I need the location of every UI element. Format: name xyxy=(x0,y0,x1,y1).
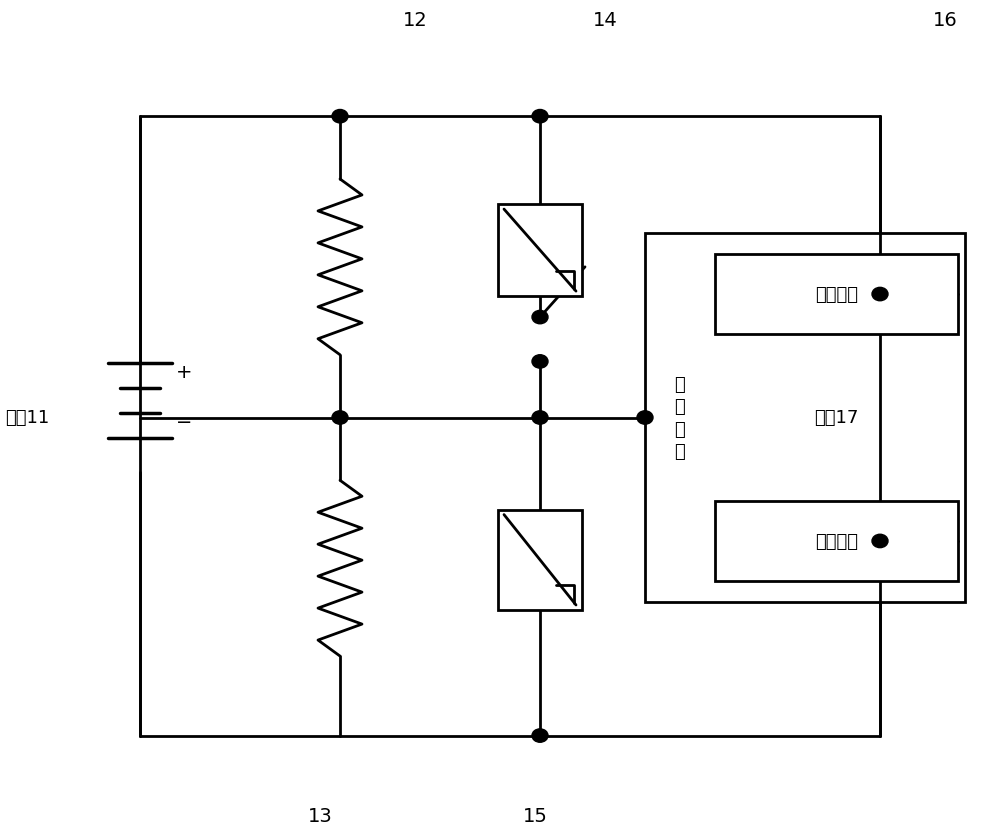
Text: 14: 14 xyxy=(593,12,617,30)
Bar xyxy=(715,255,958,334)
Bar xyxy=(498,205,582,297)
Text: 样件17: 样件17 xyxy=(814,409,859,427)
Bar xyxy=(715,502,958,581)
Text: 12: 12 xyxy=(403,12,427,30)
Text: −: − xyxy=(176,413,192,431)
Circle shape xyxy=(532,311,548,324)
Bar xyxy=(645,234,965,602)
Bar xyxy=(498,510,582,610)
Text: 供电正极: 供电正极 xyxy=(815,286,858,303)
Circle shape xyxy=(872,535,888,548)
Circle shape xyxy=(637,411,653,425)
Text: 供电负极: 供电负极 xyxy=(815,533,858,550)
Text: +: + xyxy=(176,363,193,381)
Text: 电源11: 电源11 xyxy=(5,409,49,427)
Text: 16: 16 xyxy=(933,12,957,30)
Text: 上
电
开
关: 上 电 开 关 xyxy=(675,375,685,461)
Circle shape xyxy=(332,110,348,124)
Circle shape xyxy=(532,729,548,742)
Circle shape xyxy=(532,355,548,369)
Circle shape xyxy=(872,288,888,302)
Circle shape xyxy=(332,411,348,425)
Circle shape xyxy=(532,110,548,124)
Text: 15: 15 xyxy=(523,806,547,824)
Circle shape xyxy=(532,411,548,425)
Text: 13: 13 xyxy=(308,806,332,824)
